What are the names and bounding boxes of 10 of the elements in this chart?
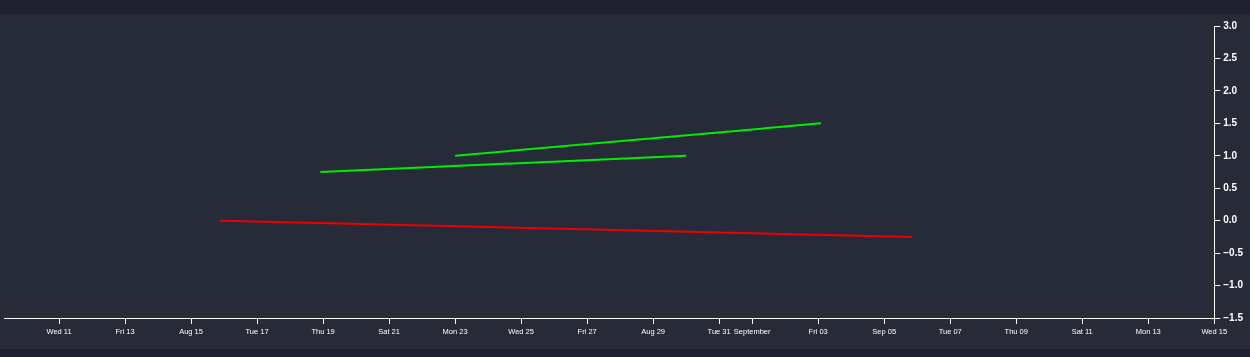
y-tick-label: 2.0 <box>1223 84 1238 96</box>
y-tick-label: 0.5 <box>1223 181 1238 193</box>
y-tick-label: −1.0 <box>1223 279 1244 291</box>
y-tick-label: 1.0 <box>1223 149 1238 161</box>
y-tick-label: 3.0 <box>1223 19 1238 31</box>
y-tick-label: 0.0 <box>1223 214 1238 226</box>
y-tick-label: 2.5 <box>1223 52 1238 64</box>
y-tick-label: 1.5 <box>1223 117 1238 129</box>
y-tick-label: −0.5 <box>1223 246 1244 258</box>
y-tick-label: −1.5 <box>1223 311 1244 323</box>
